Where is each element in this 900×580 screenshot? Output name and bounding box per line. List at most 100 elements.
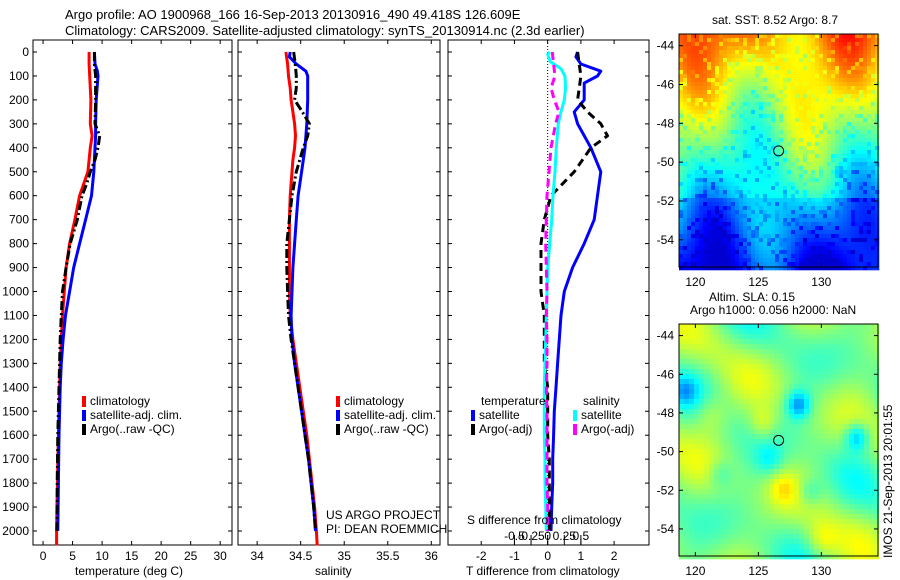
heatmap-cell <box>749 504 755 510</box>
heatmap-cell <box>774 419 780 425</box>
heatmap-cell <box>715 106 720 111</box>
heatmap-cell <box>739 162 744 167</box>
heatmap-cell <box>824 459 830 465</box>
heatmap-cell <box>824 439 830 445</box>
heatmap-cell <box>744 504 750 510</box>
heatmap-cell <box>834 389 840 395</box>
heatmap-cell <box>759 409 765 415</box>
heatmap-cell <box>734 494 740 500</box>
heatmap-cell <box>795 38 800 43</box>
heatmap-cell <box>799 394 805 400</box>
heatmap-cell <box>783 246 788 251</box>
heatmap-cell <box>799 218 804 223</box>
heatmap-cell <box>749 484 755 490</box>
heatmap-cell <box>835 134 840 139</box>
heatmap-cell <box>699 194 704 199</box>
heatmap-cell <box>799 82 804 87</box>
heatmap-cell <box>843 218 848 223</box>
heatmap-cell <box>863 114 868 119</box>
heatmap-cell <box>727 250 732 255</box>
heatmap-cell <box>819 246 824 251</box>
heatmap-cell <box>775 134 780 139</box>
heatmap-cell <box>784 339 790 345</box>
heatmap-cell <box>731 86 736 91</box>
heatmap-cell <box>699 166 704 171</box>
heatmap-cell <box>727 66 732 71</box>
heatmap-cell <box>824 449 830 455</box>
heatmap-cell <box>799 62 804 67</box>
heatmap-cell <box>859 94 864 99</box>
heatmap-cell <box>774 379 780 385</box>
heatmap-cell <box>679 90 684 95</box>
heatmap-cell <box>691 166 696 171</box>
heatmap-cell <box>795 50 800 55</box>
heatmap-cell <box>784 329 790 335</box>
heatmap-cell <box>734 459 740 465</box>
heatmap-cell <box>747 134 752 139</box>
heatmap-cell <box>823 206 828 211</box>
heatmap-cell <box>855 242 860 247</box>
heatmap-cell <box>715 254 720 259</box>
heatmap-cell <box>863 122 868 127</box>
heatmap-cell <box>863 258 868 263</box>
heatmap-cell <box>823 254 828 259</box>
heatmap-cell <box>875 166 880 171</box>
heatmap-cell <box>824 499 830 505</box>
heatmap-cell <box>714 364 720 370</box>
heatmap-cell <box>867 142 872 147</box>
heatmap-cell <box>763 46 768 51</box>
heatmap-cell <box>687 242 692 247</box>
heatmap-cell <box>715 114 720 119</box>
heatmap-cell <box>684 334 690 340</box>
heatmap-cell <box>731 70 736 75</box>
heatmap-cell <box>869 359 875 365</box>
heatmap-cell <box>704 494 710 500</box>
heatmap-cell <box>695 126 700 131</box>
heatmap-cell <box>795 150 800 155</box>
heatmap-cell <box>783 186 788 191</box>
heatmap-cell <box>744 429 750 435</box>
heatmap-cell <box>747 186 752 191</box>
heatmap-cell <box>864 484 870 490</box>
heatmap-cell <box>763 206 768 211</box>
heatmap-cell <box>715 242 720 247</box>
heatmap-cell <box>691 78 696 83</box>
heatmap-cell <box>749 374 755 380</box>
heatmap-cell <box>769 439 775 445</box>
heatmap-cell <box>824 419 830 425</box>
heatmap-cell <box>719 146 724 151</box>
heatmap-cell <box>739 50 744 55</box>
heatmap-cell <box>874 529 880 535</box>
heatmap-cell <box>829 389 835 395</box>
heatmap-cell <box>807 114 812 119</box>
heatmap-cell <box>783 214 788 219</box>
heatmap-cell <box>809 429 815 435</box>
heatmap-cell <box>755 106 760 111</box>
heatmap-cell <box>851 130 856 135</box>
heatmap-cell <box>735 106 740 111</box>
heatmap-cell <box>854 439 860 445</box>
heatmap-cell <box>809 369 815 375</box>
heatmap-cell <box>799 250 804 255</box>
heatmap-cell <box>769 329 775 335</box>
heatmap-cell <box>724 389 730 395</box>
heatmap-cell <box>749 344 755 350</box>
heatmap-cell <box>839 324 845 330</box>
heatmap-cell <box>735 130 740 135</box>
heatmap-cell <box>679 354 685 360</box>
heatmap-cell <box>703 198 708 203</box>
heatmap-cell <box>864 344 870 350</box>
heatmap-cell <box>751 38 756 43</box>
heatmap-cell <box>835 138 840 143</box>
heatmap-cell <box>799 186 804 191</box>
heatmap-cell <box>859 534 865 540</box>
heatmap-cell <box>743 266 748 271</box>
heatmap-cell <box>867 166 872 171</box>
heatmap-cell <box>864 469 870 475</box>
heatmap-cell <box>807 86 812 91</box>
heatmap-cell <box>804 469 810 475</box>
heatmap-cell <box>859 178 864 183</box>
heatmap-cell <box>684 434 690 440</box>
heatmap-cell <box>864 479 870 485</box>
heatmap-cell <box>731 230 736 235</box>
